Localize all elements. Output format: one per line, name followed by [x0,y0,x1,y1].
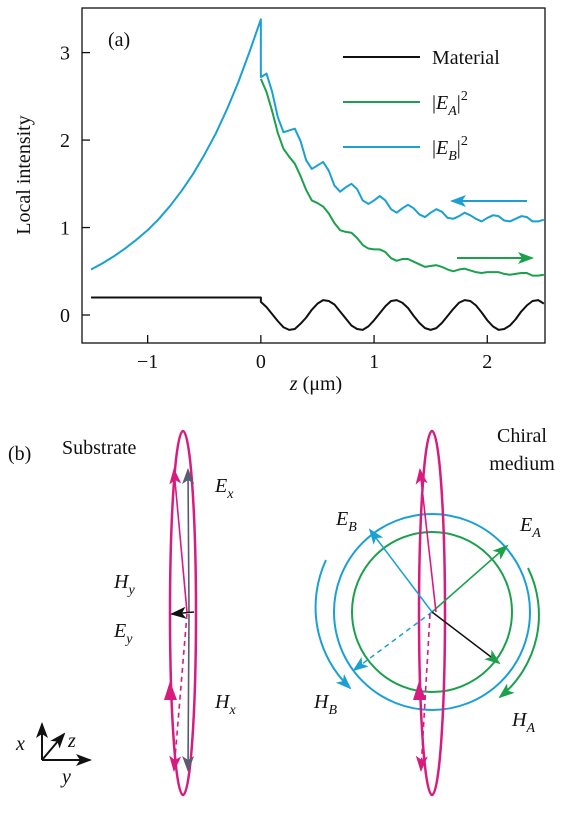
field-vector [431,544,509,613]
text-part: A [531,526,541,541]
legend-label: |EA|2 [432,89,468,119]
y-tick-label: 1 [60,218,70,240]
ellipse-arrowhead [164,681,177,700]
text-part: H [214,691,231,713]
text-part: | [432,92,436,114]
substrate-title: Substrate [62,437,137,459]
text-part: A [525,721,535,736]
text-part: | [432,137,436,159]
polarization-circle [351,531,513,693]
y-tick-label: 0 [60,305,70,327]
x-tick-label: 0 [256,351,266,373]
text-part: H [113,571,130,593]
text-part: B [348,520,357,535]
rotation-arc [314,559,352,690]
text-part: H [511,709,528,731]
text-part: 2 [461,134,468,149]
field-vector [170,606,195,619]
field-vector [415,613,431,772]
polarization-circle [333,513,531,711]
text-part: y [124,632,133,647]
x-tick-label: −1 [137,351,158,373]
field-vector [352,611,433,672]
text-part: E [214,475,227,497]
field-label: EA [519,514,541,541]
text-part: | [457,137,461,159]
y-axis-label: Local intensity [13,115,35,234]
field-label: HB [313,691,337,718]
x-axis-label: z (μm) [289,373,342,395]
field-label: EB [335,508,357,535]
field-vector [368,528,433,613]
field-vector [182,613,195,772]
field-vector [431,611,501,665]
panel-label: (b) [8,443,31,465]
plot-frame [81,7,546,344]
field-label: Ey [113,620,133,647]
axis-label: y [60,766,71,788]
axis-label: x [15,733,25,755]
series-line [91,296,545,331]
text-part: | [457,92,461,114]
series-line [259,78,545,277]
coordinate-axis [41,732,66,761]
rotation-arc [498,567,540,699]
axis-label: z [67,730,76,752]
legend-label: Material [432,47,500,69]
y-tick-label: 2 [60,130,70,152]
field-label: Hy [113,571,135,598]
text-part: x [228,703,236,718]
field-vector [415,468,437,613]
text-part: B [448,149,457,164]
field-vector [169,613,188,772]
panel-label: (a) [108,29,130,51]
text-part: x [226,487,234,502]
text-part: z [289,373,298,395]
field-vector [182,468,195,613]
text-part: H [313,691,330,713]
field-vector [169,468,188,613]
chiral-title: medium [489,453,555,475]
text-part: y [126,583,135,598]
text-part: E [435,92,448,114]
field-label: Ex [214,475,234,502]
x-tick-label: 2 [482,351,492,373]
chiral-title: Chiral [497,425,547,447]
text-part: (μm) [298,373,343,395]
field-label: HA [511,709,535,736]
polarization-ellipse [168,429,198,797]
text-part: E [435,137,448,159]
text-part: E [113,620,126,642]
polarization-ellipse [417,429,447,797]
x-tick-label: 1 [369,351,379,373]
text-part: A [447,104,457,119]
text-part: 2 [461,89,468,104]
text-part: E [335,508,348,530]
text-part: E [519,514,532,536]
ellipse-arrowhead [413,681,426,700]
legend-label: |EB|2 [432,134,468,164]
field-label: Hx [214,691,236,718]
text-part: B [328,703,337,718]
y-tick-label: 3 [60,43,70,65]
series-line [90,18,545,271]
